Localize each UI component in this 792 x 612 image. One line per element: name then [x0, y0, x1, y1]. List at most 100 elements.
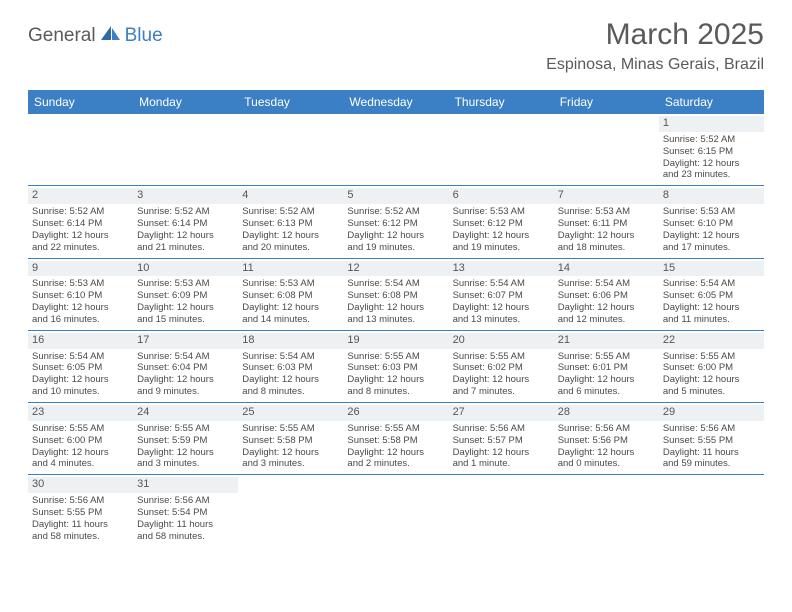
daylight-text: and 17 minutes.: [663, 242, 760, 254]
day-number: 13: [449, 261, 554, 277]
sunrise-text: Sunrise: 5:55 AM: [137, 423, 234, 435]
day-number: 5: [343, 188, 448, 204]
sunset-text: Sunset: 6:05 PM: [663, 290, 760, 302]
calendar-cell: 24 Sunrise: 5:55 AMSunset: 5:59 PMDayligh…: [133, 403, 238, 474]
day-number: 24: [133, 405, 238, 421]
day-number: 31: [133, 477, 238, 493]
day-number: 30: [28, 477, 133, 493]
sunrise-text: Sunrise: 5:54 AM: [663, 278, 760, 290]
day-number: 27: [449, 405, 554, 421]
sunset-text: Sunset: 5:56 PM: [558, 435, 655, 447]
daylight-text: and 22 minutes.: [32, 242, 129, 254]
daylight-text: Daylight: 12 hours: [32, 447, 129, 459]
title-block: March 2025 Espinosa, Minas Gerais, Brazi…: [546, 18, 764, 74]
daylight-text: and 3 minutes.: [242, 458, 339, 470]
brand-part1: General: [28, 25, 96, 47]
sunset-text: Sunset: 5:59 PM: [137, 435, 234, 447]
sunset-text: Sunset: 6:10 PM: [663, 218, 760, 230]
daylight-text: Daylight: 12 hours: [453, 302, 550, 314]
day-number: 16: [28, 333, 133, 349]
sunset-text: Sunset: 6:15 PM: [663, 146, 760, 158]
calendar-cell: 2Sunrise: 5:52 AMSunset: 6:14 PMDaylight…: [28, 186, 133, 257]
calendar-cell: 31Sunrise: 5:56 AMSunset: 5:54 PMDayligh…: [133, 475, 238, 546]
daylight-text: Daylight: 12 hours: [347, 374, 444, 386]
daylight-text: Daylight: 11 hours: [32, 519, 129, 531]
sunrise-text: Sunrise: 5:55 AM: [32, 423, 129, 435]
daylight-text: Daylight: 12 hours: [32, 374, 129, 386]
calendar-cell: 21Sunrise: 5:55 AMSunset: 6:01 PMDayligh…: [554, 331, 659, 402]
sunset-text: Sunset: 6:03 PM: [347, 362, 444, 374]
day-number: 10: [133, 261, 238, 277]
calendar-cell: [554, 475, 659, 546]
day-number: 23: [28, 405, 133, 421]
sunset-text: Sunset: 6:14 PM: [32, 218, 129, 230]
location-subtitle: Espinosa, Minas Gerais, Brazil: [546, 56, 764, 74]
sunrise-text: Sunrise: 5:52 AM: [347, 206, 444, 218]
header: General Blue March 2025 Espinosa, Minas …: [0, 0, 792, 82]
daylight-text: Daylight: 12 hours: [32, 230, 129, 242]
sunrise-text: Sunrise: 5:55 AM: [453, 351, 550, 363]
weekday-label: Thursday: [449, 90, 554, 114]
sunrise-text: Sunrise: 5:53 AM: [242, 278, 339, 290]
calendar-cell: 29Sunrise: 5:56 AMSunset: 5:55 PMDayligh…: [659, 403, 764, 474]
daylight-text: Daylight: 11 hours: [663, 447, 760, 459]
daylight-text: and 4 minutes.: [32, 458, 129, 470]
day-number: 29: [659, 405, 764, 421]
day-number: 22: [659, 333, 764, 349]
calendar-cell: [238, 114, 343, 185]
daylight-text: Daylight: 12 hours: [137, 447, 234, 459]
weekday-label: Friday: [554, 90, 659, 114]
daylight-text: Daylight: 12 hours: [242, 374, 339, 386]
sunrise-text: Sunrise: 5:54 AM: [453, 278, 550, 290]
weekday-label: Saturday: [659, 90, 764, 114]
calendar-cell: [554, 114, 659, 185]
calendar-cell: 28Sunrise: 5:56 AMSunset: 5:56 PMDayligh…: [554, 403, 659, 474]
sunrise-text: Sunrise: 5:54 AM: [32, 351, 129, 363]
day-number: 9: [28, 261, 133, 277]
daylight-text: and 13 minutes.: [453, 314, 550, 326]
daylight-text: and 7 minutes.: [453, 386, 550, 398]
daylight-text: Daylight: 12 hours: [663, 302, 760, 314]
daylight-text: Daylight: 12 hours: [347, 447, 444, 459]
sunrise-text: Sunrise: 5:52 AM: [663, 134, 760, 146]
day-number: 7: [554, 188, 659, 204]
weekday-label: Sunday: [28, 90, 133, 114]
sunset-text: Sunset: 6:09 PM: [137, 290, 234, 302]
calendar-cell: [449, 475, 554, 546]
daylight-text: and 0 minutes.: [558, 458, 655, 470]
daylight-text: Daylight: 12 hours: [663, 374, 760, 386]
calendar-cell: 6Sunrise: 5:53 AMSunset: 6:12 PMDaylight…: [449, 186, 554, 257]
daylight-text: Daylight: 12 hours: [558, 374, 655, 386]
calendar-cell: 7Sunrise: 5:53 AMSunset: 6:11 PMDaylight…: [554, 186, 659, 257]
month-title: March 2025: [546, 18, 764, 52]
calendar-cell: 18Sunrise: 5:54 AMSunset: 6:03 PMDayligh…: [238, 331, 343, 402]
daylight-text: and 3 minutes.: [137, 458, 234, 470]
daylight-text: and 58 minutes.: [137, 531, 234, 543]
calendar-cell: [343, 475, 448, 546]
sail-icon: [100, 24, 122, 47]
day-number: 2: [28, 188, 133, 204]
sunset-text: Sunset: 6:08 PM: [347, 290, 444, 302]
daylight-text: Daylight: 12 hours: [453, 374, 550, 386]
daylight-text: and 59 minutes.: [663, 458, 760, 470]
weekday-label: Tuesday: [238, 90, 343, 114]
calendar-cell: 10Sunrise: 5:53 AMSunset: 6:09 PMDayligh…: [133, 259, 238, 330]
daylight-text: and 19 minutes.: [347, 242, 444, 254]
day-number: 21: [554, 333, 659, 349]
daylight-text: and 6 minutes.: [558, 386, 655, 398]
daylight-text: and 15 minutes.: [137, 314, 234, 326]
calendar-cell: 9Sunrise: 5:53 AMSunset: 6:10 PMDaylight…: [28, 259, 133, 330]
calendar-cell: 20Sunrise: 5:55 AMSunset: 6:02 PMDayligh…: [449, 331, 554, 402]
day-number: 1: [659, 116, 764, 132]
sunrise-text: Sunrise: 5:52 AM: [242, 206, 339, 218]
sunrise-text: Sunrise: 5:53 AM: [137, 278, 234, 290]
calendar-cell: 5Sunrise: 5:52 AMSunset: 6:12 PMDaylight…: [343, 186, 448, 257]
day-number: 20: [449, 333, 554, 349]
daylight-text: Daylight: 12 hours: [137, 230, 234, 242]
daylight-text: and 10 minutes.: [32, 386, 129, 398]
day-number: 17: [133, 333, 238, 349]
daylight-text: and 58 minutes.: [32, 531, 129, 543]
sunset-text: Sunset: 5:54 PM: [137, 507, 234, 519]
calendar-cell: 14Sunrise: 5:54 AMSunset: 6:06 PMDayligh…: [554, 259, 659, 330]
calendar-cell: 27Sunrise: 5:56 AMSunset: 5:57 PMDayligh…: [449, 403, 554, 474]
